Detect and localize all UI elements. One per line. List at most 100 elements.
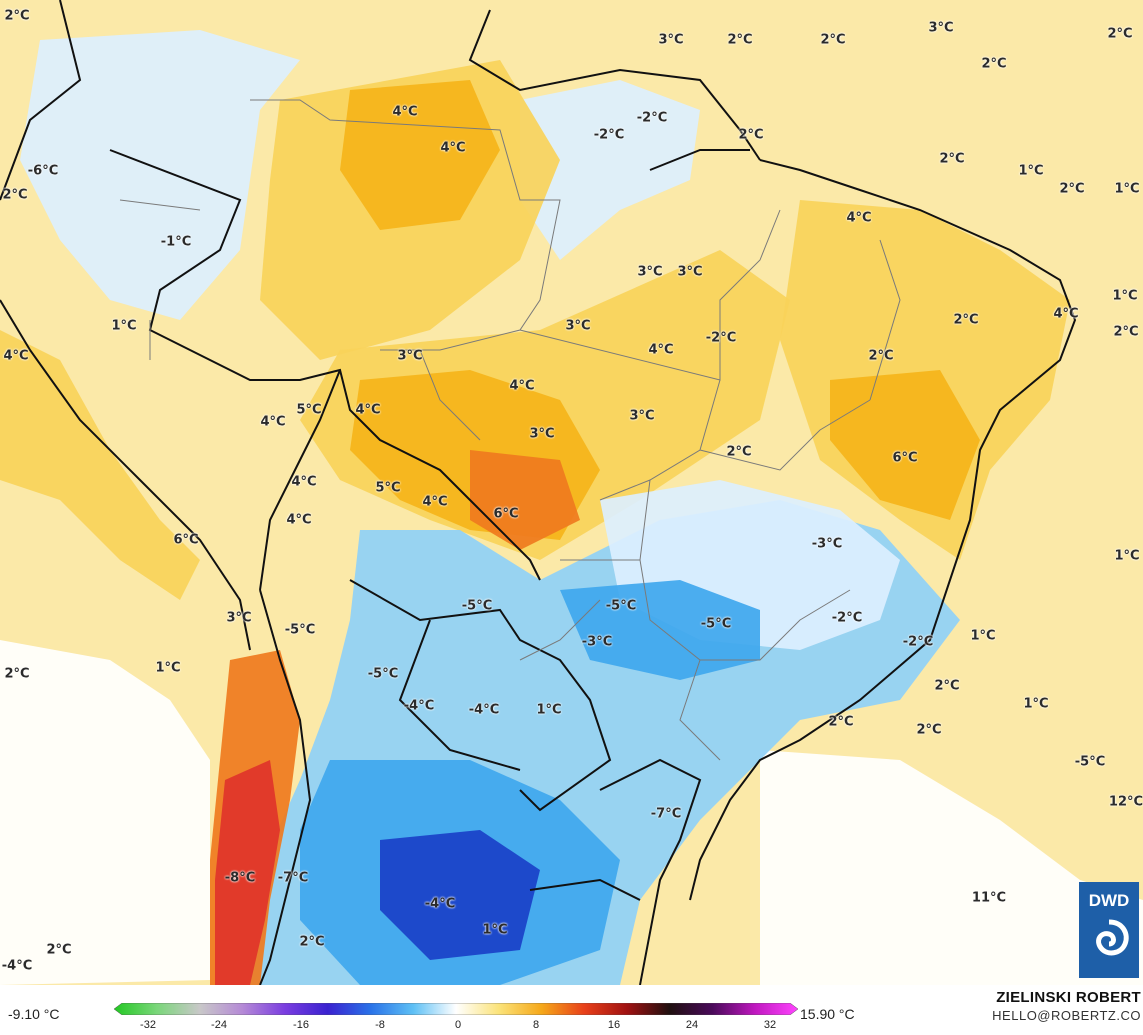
temperature-label: -2°C bbox=[831, 610, 863, 626]
temperature-map[interactable] bbox=[0, 0, 1143, 985]
temperature-label: 4°C bbox=[291, 474, 317, 490]
temperature-label: -5°C bbox=[605, 598, 637, 614]
scale-tick-label: 24 bbox=[685, 1019, 699, 1031]
warm-zone-strong-amazon bbox=[340, 80, 500, 230]
temperature-label: 6°C bbox=[892, 450, 918, 466]
temperature-label: 2°C bbox=[868, 348, 894, 364]
temperature-label: 4°C bbox=[1053, 306, 1079, 322]
temperature-label: 2°C bbox=[4, 666, 30, 682]
temperature-label: 2°C bbox=[726, 444, 752, 460]
max-temp-label: 15.90 °C bbox=[800, 1006, 855, 1022]
temperature-label: 1°C bbox=[536, 702, 562, 718]
temperature-label: 2°C bbox=[4, 8, 30, 24]
temperature-label: -8°C bbox=[224, 870, 256, 886]
temperature-label: -1°C bbox=[160, 234, 192, 250]
scale-tick-label: 32 bbox=[763, 1019, 777, 1031]
temperature-label: 3°C bbox=[529, 426, 555, 442]
min-temp-label: -9.10 °C bbox=[8, 1006, 60, 1022]
temperature-label: 1°C bbox=[1114, 548, 1140, 564]
temperature-label: 3°C bbox=[677, 264, 703, 280]
temperature-label: -2°C bbox=[593, 127, 625, 143]
author-email: HELLO@ROBERTZ.CO bbox=[992, 1008, 1141, 1023]
temperature-label: 3°C bbox=[226, 610, 252, 626]
temperature-label: -2°C bbox=[902, 634, 934, 650]
country-borders bbox=[0, 0, 1077, 985]
temperature-label: 1°C bbox=[482, 922, 508, 938]
author-credit: ZIELINSKI ROBERT bbox=[996, 989, 1141, 1006]
temperature-label: 3°C bbox=[658, 32, 684, 48]
temperature-label: 1°C bbox=[970, 628, 996, 644]
neutral-zone-pacific bbox=[0, 640, 210, 985]
state-borders bbox=[119, 99, 901, 761]
temperature-label: 1°C bbox=[111, 318, 137, 334]
temperature-label: 2°C bbox=[939, 151, 965, 167]
temperature-label: -5°C bbox=[700, 616, 732, 632]
temperature-label: 1°C bbox=[1023, 696, 1049, 712]
temperature-label: 2°C bbox=[299, 934, 325, 950]
scale-tick-label: -32 bbox=[140, 1019, 156, 1031]
temperature-label: 2°C bbox=[820, 32, 846, 48]
temperature-label: 4°C bbox=[648, 342, 674, 358]
temperature-label: -6°C bbox=[27, 163, 59, 179]
temperature-label: -5°C bbox=[1074, 754, 1106, 770]
temperature-label: 3°C bbox=[629, 408, 655, 424]
warm-zone-strong-bahia bbox=[830, 370, 980, 520]
temperature-label: 2°C bbox=[2, 187, 28, 203]
scale-tick-label: 16 bbox=[607, 1019, 621, 1031]
temperature-label: 2°C bbox=[1113, 324, 1139, 340]
temperature-label: 4°C bbox=[509, 378, 535, 394]
temperature-label: -4°C bbox=[1, 958, 33, 974]
cold-zone-northwest bbox=[20, 30, 300, 320]
temperature-label: -7°C bbox=[277, 870, 309, 886]
temperature-label: 2°C bbox=[46, 942, 72, 958]
temperature-label: 4°C bbox=[260, 414, 286, 430]
cold-zone-deep-south bbox=[380, 830, 540, 960]
scale-tick-label: -8 bbox=[375, 1019, 385, 1031]
temperature-label: 1°C bbox=[1114, 181, 1140, 197]
temperature-label: 2°C bbox=[981, 56, 1007, 72]
temperature-label: 5°C bbox=[375, 480, 401, 496]
temperature-label: 4°C bbox=[846, 210, 872, 226]
temperature-label: -3°C bbox=[581, 634, 613, 650]
temperature-label: 2°C bbox=[916, 722, 942, 738]
temperature-label: 2°C bbox=[1059, 181, 1085, 197]
temperature-label: -3°C bbox=[811, 536, 843, 552]
temperature-label: 4°C bbox=[3, 348, 29, 364]
temperature-label: 4°C bbox=[286, 512, 312, 528]
temperature-label: 2°C bbox=[934, 678, 960, 694]
warm-zone-peru-coast bbox=[0, 330, 200, 600]
cold-zone-strong-southeast bbox=[560, 580, 760, 680]
neutral-zone-atlantic-south bbox=[760, 750, 1143, 985]
temperature-label: 1°C bbox=[1018, 163, 1044, 179]
temperature-label: 6°C bbox=[173, 532, 199, 548]
hot-zone-andes bbox=[215, 760, 280, 985]
temperature-label: 4°C bbox=[355, 402, 381, 418]
temperature-label: -4°C bbox=[424, 896, 456, 912]
temperature-label: 2°C bbox=[1107, 26, 1133, 42]
temperature-label: 12°C bbox=[1108, 794, 1143, 810]
temperature-label: 2°C bbox=[828, 714, 854, 730]
scale-tick-label: -24 bbox=[211, 1019, 227, 1031]
dwd-logo-text: DWD bbox=[1089, 891, 1130, 910]
temperature-label: 4°C bbox=[440, 140, 466, 156]
dwd-logo: DWD bbox=[1079, 882, 1139, 978]
temperature-label: 3°C bbox=[637, 264, 663, 280]
temperature-label: 2°C bbox=[727, 32, 753, 48]
temperature-label: -7°C bbox=[650, 806, 682, 822]
temperature-label: 2°C bbox=[953, 312, 979, 328]
temperature-label: 2°C bbox=[738, 127, 764, 143]
temperature-label: 11°C bbox=[971, 890, 1007, 906]
temperature-label: 1°C bbox=[155, 660, 181, 676]
warm-zone-hot-center bbox=[470, 450, 580, 550]
temperature-label: -4°C bbox=[403, 698, 435, 714]
scale-tick-label: 8 bbox=[532, 1019, 540, 1031]
temperature-label: 3°C bbox=[928, 20, 954, 36]
temperature-label: 4°C bbox=[392, 104, 418, 120]
scale-tick-label: 0 bbox=[454, 1019, 462, 1031]
temperature-label: -4°C bbox=[468, 702, 500, 718]
temperature-label: -5°C bbox=[461, 598, 493, 614]
temperature-label: 6°C bbox=[493, 506, 519, 522]
scale-tick-label: -16 bbox=[293, 1019, 309, 1031]
color-scale-bar bbox=[114, 1003, 798, 1015]
temperature-label: -5°C bbox=[284, 622, 316, 638]
